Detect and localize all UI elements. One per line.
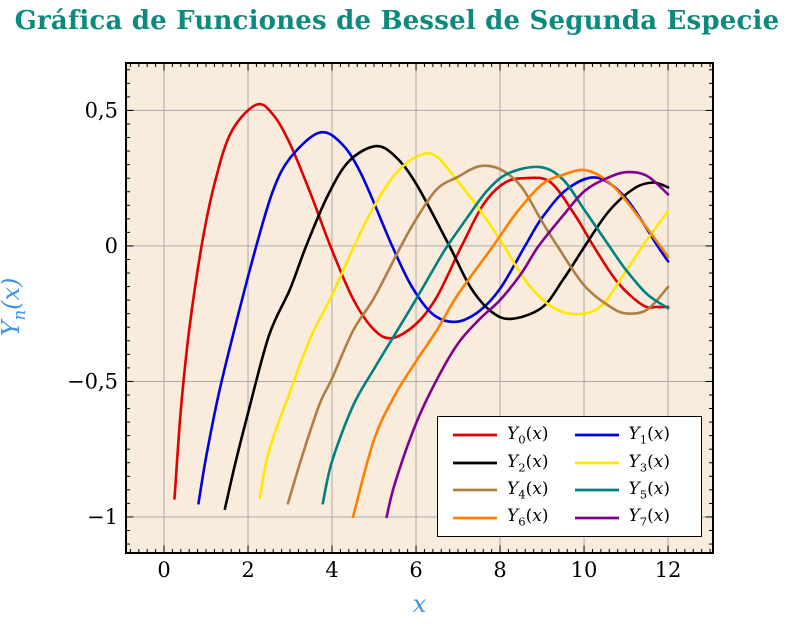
legend-label-Y7: Y7(x) [628, 506, 670, 529]
legend-item-Y2: Y2(x) [452, 452, 574, 474]
series-curve-Y6 [351, 168, 670, 519]
legend-item-Y5: Y5(x) [574, 479, 696, 501]
plot-frame [125, 62, 714, 554]
legend-label-Y3: Y3(x) [628, 451, 670, 474]
legend-item-Y1: Y1(x) [574, 424, 696, 446]
legend-swatch-Y0 [453, 433, 497, 437]
legend-swatch-Y3 [574, 461, 619, 465]
x-axis-label: x [412, 590, 427, 618]
legend-item-Y0: Y0(x) [452, 424, 574, 446]
x-tick-label: 10 [571, 558, 598, 582]
series-curve-Y0 [173, 102, 670, 500]
legend-label-Y4: Y4(x) [507, 479, 549, 502]
series-curve-Y4 [286, 164, 670, 505]
legend-swatch-Y6 [453, 516, 497, 520]
legend-item-Y7: Y7(x) [574, 506, 696, 529]
series-curve-Y1 [197, 130, 670, 505]
series-curve-Y5 [321, 165, 670, 505]
series-curve-Y2 [223, 144, 670, 511]
chart-title: Gráfica de Funciones de Bessel de Segund… [14, 6, 780, 36]
legend-label-Y6: Y6(x) [507, 506, 549, 529]
legend-swatch-Y2 [453, 461, 497, 465]
legend-item-Y6: Y6(x) [452, 506, 574, 529]
y-tick-label: 0,5 [85, 98, 118, 122]
y-tick-label: −1 [87, 505, 118, 529]
legend-label-Y0: Y0(x) [507, 424, 549, 447]
x-tick-label: 8 [493, 558, 506, 582]
legend-swatch-Y4 [453, 488, 497, 492]
series-curve-Y3 [258, 152, 670, 500]
legend-swatch-Y1 [574, 433, 619, 437]
series-curve-Y7 [385, 170, 670, 519]
x-tick-label: 12 [655, 558, 682, 582]
legend-label-Y5: Y5(x) [628, 479, 670, 502]
x-tick-label: 0 [157, 558, 170, 582]
legend-swatch-Y7 [574, 516, 619, 520]
y-tick-label: −0,5 [67, 369, 118, 393]
legend-item-Y4: Y4(x) [452, 479, 574, 501]
legend-label-Y1: Y1(x) [628, 424, 670, 447]
x-tick-label: 2 [241, 558, 254, 582]
legend: Y0(x) Y1(x) Y2(x) Y3(x) Y4(x) Y5(x) Y6(x) Y7(x) [437, 416, 702, 537]
x-tick-label: 4 [325, 558, 338, 582]
legend-item-Y3: Y3(x) [574, 452, 696, 474]
legend-label-Y2: Y2(x) [507, 451, 549, 474]
x-tick-label: 6 [409, 558, 422, 582]
y-tick-label: 0 [105, 234, 118, 258]
y-axis-label: Yn(x) [0, 277, 29, 337]
legend-swatch-Y5 [574, 488, 619, 492]
